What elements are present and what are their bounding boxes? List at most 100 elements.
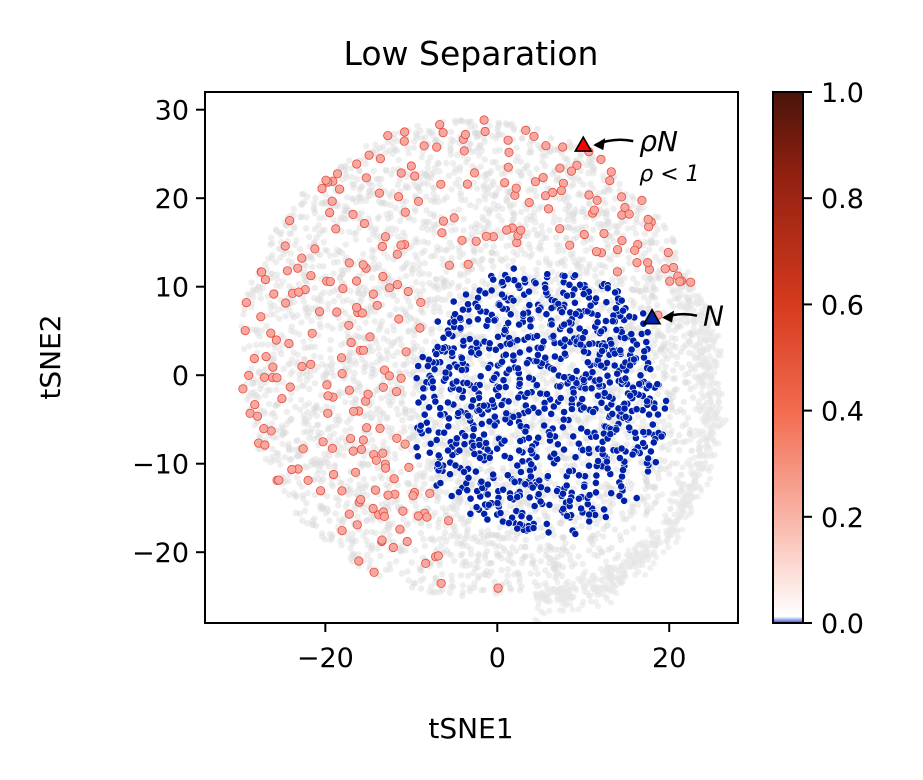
cloud-point [488, 568, 495, 575]
cloud-point [349, 196, 356, 203]
rhoN-point [433, 551, 443, 561]
cloud-point [660, 333, 667, 341]
cloud-point [415, 184, 422, 192]
cloud-point [684, 414, 691, 422]
cloud-point [561, 262, 568, 269]
cloud-point [300, 495, 307, 502]
cloud-point [677, 471, 684, 478]
cloud-point [551, 557, 558, 564]
cloud-point [364, 448, 371, 455]
rhoN-point [401, 347, 411, 357]
cloud-point [402, 369, 410, 376]
cloud-point [703, 346, 710, 353]
rhoN-point [238, 384, 248, 394]
cloud-point [420, 535, 427, 543]
cloud-point [696, 373, 702, 380]
cloud-point [526, 253, 534, 260]
cloud-point [306, 435, 313, 442]
cloud-point [338, 266, 345, 274]
cloud-point [426, 280, 433, 287]
cloud-point [333, 286, 340, 293]
cloud-point [454, 424, 461, 431]
cloud-point [642, 286, 649, 293]
cloud-point [691, 364, 698, 371]
cloud-point [474, 564, 481, 571]
cloud-point [367, 304, 374, 312]
rhoN-point [310, 244, 320, 254]
cloud-point [615, 222, 623, 230]
cloud-point [440, 196, 447, 204]
cloud-point [440, 279, 447, 286]
cloud-point [375, 261, 383, 268]
cloud-point [446, 239, 454, 246]
cloud-point [567, 601, 574, 608]
cloud-point [310, 435, 318, 443]
cloud-point [460, 227, 467, 234]
cloud-point [448, 227, 455, 234]
cloud-point [375, 265, 382, 272]
cloud-point [654, 226, 661, 233]
cloud-point [401, 233, 408, 240]
cloud-point [385, 398, 392, 405]
rhoN-point [318, 437, 328, 447]
cloud-point [507, 201, 514, 209]
cloud-point [705, 414, 712, 421]
rhoN-point [459, 146, 469, 156]
rhoN-point [416, 297, 426, 307]
cloud-point [594, 530, 602, 537]
cloud-point [413, 235, 420, 243]
cloud-point [362, 319, 369, 326]
cloud-point [593, 520, 600, 528]
cloud-point [397, 217, 404, 225]
cloud-point [394, 336, 402, 343]
cloud-point [594, 221, 602, 228]
cloud-point [387, 311, 394, 318]
N-point [460, 440, 469, 449]
cloud-point [313, 470, 321, 478]
rhoN-point [249, 353, 259, 364]
cloud-point [349, 540, 356, 547]
cloud-point [277, 461, 284, 468]
cloud-point [614, 228, 621, 235]
cloud-point [468, 231, 476, 238]
cloud-point [422, 222, 429, 229]
scatter-points [238, 115, 729, 623]
cloud-point [294, 437, 302, 444]
cloud-point [273, 228, 280, 235]
cloud-point [421, 542, 429, 550]
cloud-point [338, 176, 346, 183]
cloud-point [589, 541, 596, 548]
cloud-point [682, 318, 689, 325]
cloud-point [316, 459, 323, 466]
cloud-point [311, 225, 319, 233]
rhoN-point [396, 373, 406, 383]
cloud-point [366, 188, 373, 195]
cloud-point [355, 325, 363, 332]
cloud-point [451, 117, 459, 124]
cloud-point [445, 172, 452, 179]
cloud-point [630, 224, 637, 232]
cloud-point [463, 528, 471, 535]
cloud-point [442, 247, 449, 254]
cloud-point [248, 304, 255, 311]
cloud-point [415, 265, 422, 273]
cloud-point [490, 243, 498, 250]
rhoN-point [323, 408, 333, 418]
cloud-point [714, 409, 721, 416]
cloud-point [526, 141, 533, 148]
cloud-point [620, 340, 627, 347]
cloud-point [382, 566, 390, 574]
cloud-point [578, 522, 585, 530]
cloud-point [523, 233, 530, 240]
cloud-point [290, 205, 297, 212]
cloud-point [301, 198, 308, 205]
cloud-point [352, 360, 360, 368]
cloud-point [280, 429, 288, 436]
cloud-point [383, 167, 390, 174]
cloud-point [277, 282, 284, 289]
cloud-point [499, 464, 507, 472]
rhoN-point [524, 197, 534, 208]
cloud-point [290, 225, 297, 232]
cloud-point [343, 194, 351, 201]
cloud-point [554, 579, 561, 585]
